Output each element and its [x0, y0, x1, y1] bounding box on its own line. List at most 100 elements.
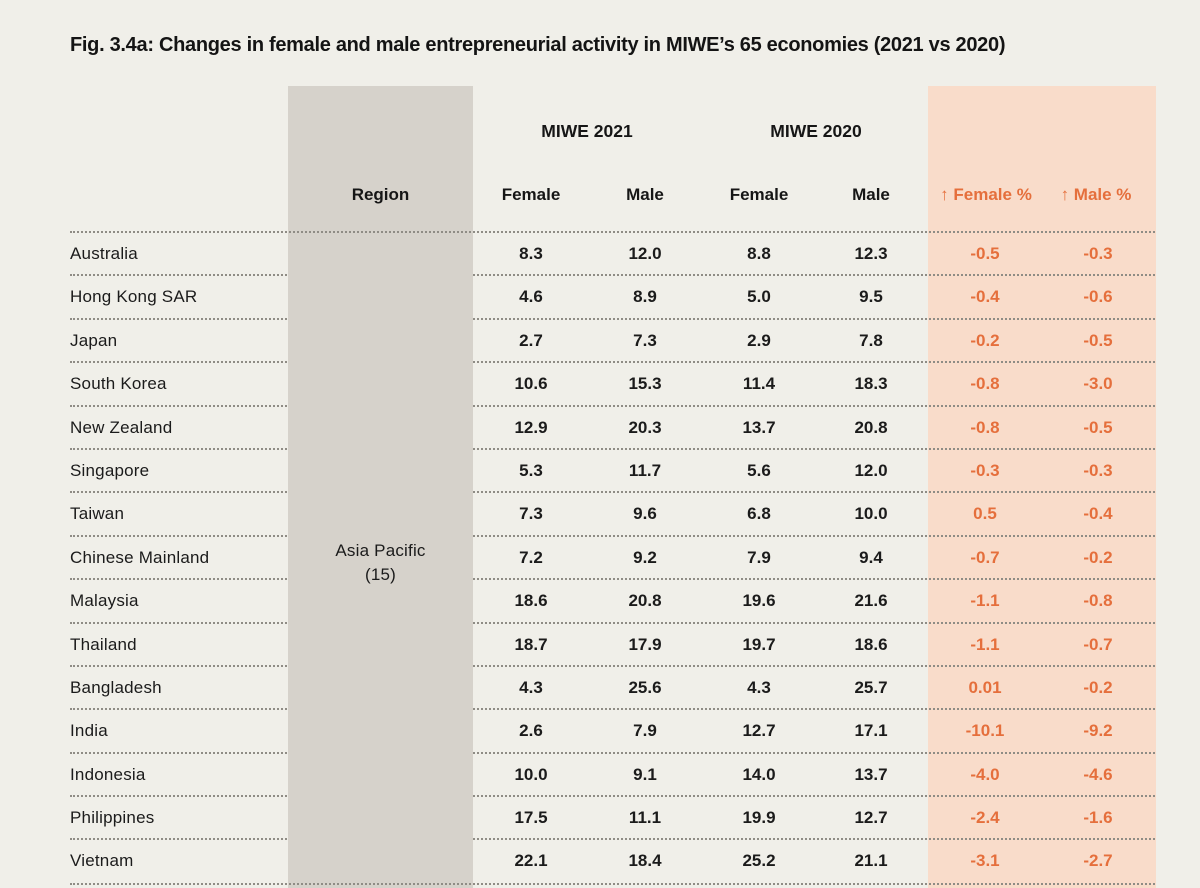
country-cell: Chinese Mainland	[70, 547, 210, 567]
female-2020-cell: 8.8	[747, 244, 771, 263]
region-count: (15)	[364, 565, 397, 584]
table-row: New Zealand 12.9 20.3 13.7 20.8 -0.8 -0.…	[0, 404, 1200, 449]
female-change-cell: -0.7	[970, 547, 1000, 567]
table-row: Philippines 17.5 11.1 19.9 12.7 -2.4 -1.…	[0, 795, 1200, 839]
male-change-cell: -0.2	[1083, 547, 1113, 567]
female-2021-cell: 2.6	[519, 721, 543, 741]
table-row: Indonesia 10.0 9.1 14.0 13.7 -4.0 -4.6	[0, 751, 1200, 796]
male-2020-cell: 10.0	[854, 504, 888, 524]
row-separator	[70, 708, 1155, 711]
male-change-cell: -0.2	[1083, 677, 1113, 697]
region-label: Asia Pacific (15)	[288, 539, 473, 587]
female-2021-cell: 10.6	[514, 374, 548, 394]
male-change-cell: -0.3	[1083, 460, 1113, 480]
female-2020-cell: 5.6	[747, 460, 771, 480]
male-2020-cell: 18.6	[854, 634, 888, 654]
male-2020-cell: 9.4	[859, 547, 883, 567]
table-row: Japan 2.7 7.3 2.9 7.8 -0.2 -0.5	[0, 317, 1200, 362]
male-change-cell: -0.4	[1083, 504, 1113, 524]
female-2021-cell: 8.3	[519, 244, 543, 263]
female-change-cell: -1.1	[970, 591, 1000, 611]
male-2021-cell: 18.4	[628, 851, 662, 871]
male-change-cell: -3.0	[1083, 374, 1113, 394]
female-change-cell: -0.8	[970, 417, 1000, 437]
column-header-male-2021: Male	[626, 185, 664, 204]
table-row: Thailand 18.7 17.9 19.7 18.6 -1.1 -0.7	[0, 621, 1200, 666]
female-change-cell: -0.3	[970, 460, 1000, 480]
female-2020-cell: 2.9	[747, 330, 771, 350]
change-columns-band	[928, 86, 1156, 888]
female-2020-cell: 11.4	[742, 374, 776, 394]
female-change-cell: -3.1	[970, 851, 1000, 871]
female-2021-cell: 5.3	[519, 460, 543, 480]
female-2020-cell: 6.8	[747, 504, 771, 524]
table-bottom-rule	[70, 883, 1155, 885]
male-change-cell: -1.6	[1083, 808, 1113, 828]
country-cell: South Korea	[70, 374, 167, 394]
male-change-cell: -0.3	[1083, 244, 1113, 263]
female-change-cell: -4.0	[970, 764, 1000, 784]
row-separator	[70, 491, 1155, 494]
column-header-female-2020: Female	[729, 185, 789, 204]
country-cell: Vietnam	[70, 851, 134, 871]
row-separator	[70, 621, 1155, 624]
row-separator	[70, 534, 1155, 537]
male-2020-cell: 13.7	[854, 764, 888, 784]
column-header-female-2021: Female	[501, 185, 561, 204]
female-2020-cell: 4.3	[747, 677, 771, 697]
region-column-band	[288, 86, 473, 888]
female-2021-cell: 17.5	[514, 808, 548, 828]
male-2020-cell: 17.1	[854, 721, 888, 741]
male-2021-cell: 11.7	[628, 460, 662, 480]
male-change-cell: -2.7	[1083, 851, 1113, 871]
female-2021-cell: 18.7	[514, 634, 548, 654]
male-2021-cell: 11.1	[628, 808, 662, 828]
male-2021-cell: 9.1	[633, 764, 657, 784]
male-2020-cell: 9.5	[859, 287, 883, 307]
female-2021-cell: 10.0	[514, 764, 548, 784]
female-change-cell: -0.4	[970, 287, 1000, 307]
column-header-region: Region	[351, 185, 410, 204]
row-separator	[70, 361, 1155, 364]
figure-title: Fig. 3.4a: Changes in female and male en…	[70, 34, 1006, 56]
row-separator	[70, 447, 1155, 450]
female-2021-cell: 18.6	[514, 591, 548, 611]
country-cell: New Zealand	[70, 417, 173, 437]
male-2021-cell: 12.0	[628, 244, 662, 263]
female-2021-cell: 4.3	[519, 677, 543, 697]
country-cell: Hong Kong SAR	[70, 287, 198, 307]
column-header-female-change: ↑ Female %	[940, 185, 1032, 204]
male-change-cell: -0.5	[1083, 330, 1113, 350]
country-cell: Japan	[70, 330, 118, 350]
country-cell: Malaysia	[70, 591, 139, 611]
male-2020-cell: 20.8	[854, 417, 888, 437]
male-2021-cell: 9.6	[633, 504, 657, 524]
table-row: South Korea 10.6 15.3 11.4 18.3 -0.8 -3.…	[0, 361, 1200, 405]
male-2021-cell: 15.3	[628, 374, 662, 394]
male-2021-cell: 20.8	[628, 591, 662, 611]
male-2020-cell: 12.7	[854, 808, 888, 828]
male-2020-cell: 12.0	[854, 460, 888, 480]
female-2020-cell: 14.0	[742, 764, 776, 784]
female-2020-cell: 19.9	[742, 808, 776, 828]
male-2021-cell: 17.9	[628, 634, 662, 654]
female-2020-cell: 12.7	[742, 721, 776, 741]
male-2020-cell: 7.8	[859, 330, 883, 350]
male-2021-cell: 25.6	[628, 677, 662, 697]
country-cell: Indonesia	[70, 764, 146, 784]
male-2021-cell: 7.3	[633, 330, 657, 350]
male-2021-cell: 8.9	[633, 287, 657, 307]
female-change-cell: -0.2	[970, 330, 1000, 350]
table-row: Bangladesh 4.3 25.6 4.3 25.7 0.01 -0.2	[0, 664, 1200, 709]
country-cell: Thailand	[70, 634, 137, 654]
table-row: Malaysia 18.6 20.8 19.6 21.6 -1.1 -0.8	[0, 578, 1200, 622]
female-2021-cell: 7.3	[519, 504, 543, 524]
female-2020-cell: 19.7	[742, 634, 776, 654]
row-separator	[70, 838, 1155, 841]
table-row: Taiwan 7.3 9.6 6.8 10.0 0.5 -0.4	[0, 491, 1200, 535]
table-row: Vietnam 22.1 18.4 25.2 21.1 -3.1 -2.7	[0, 838, 1200, 882]
group-header-miwe-2020: MIWE 2020	[770, 121, 862, 141]
male-change-cell: -0.6	[1083, 287, 1113, 307]
column-header-male-2020: Male	[852, 185, 890, 204]
